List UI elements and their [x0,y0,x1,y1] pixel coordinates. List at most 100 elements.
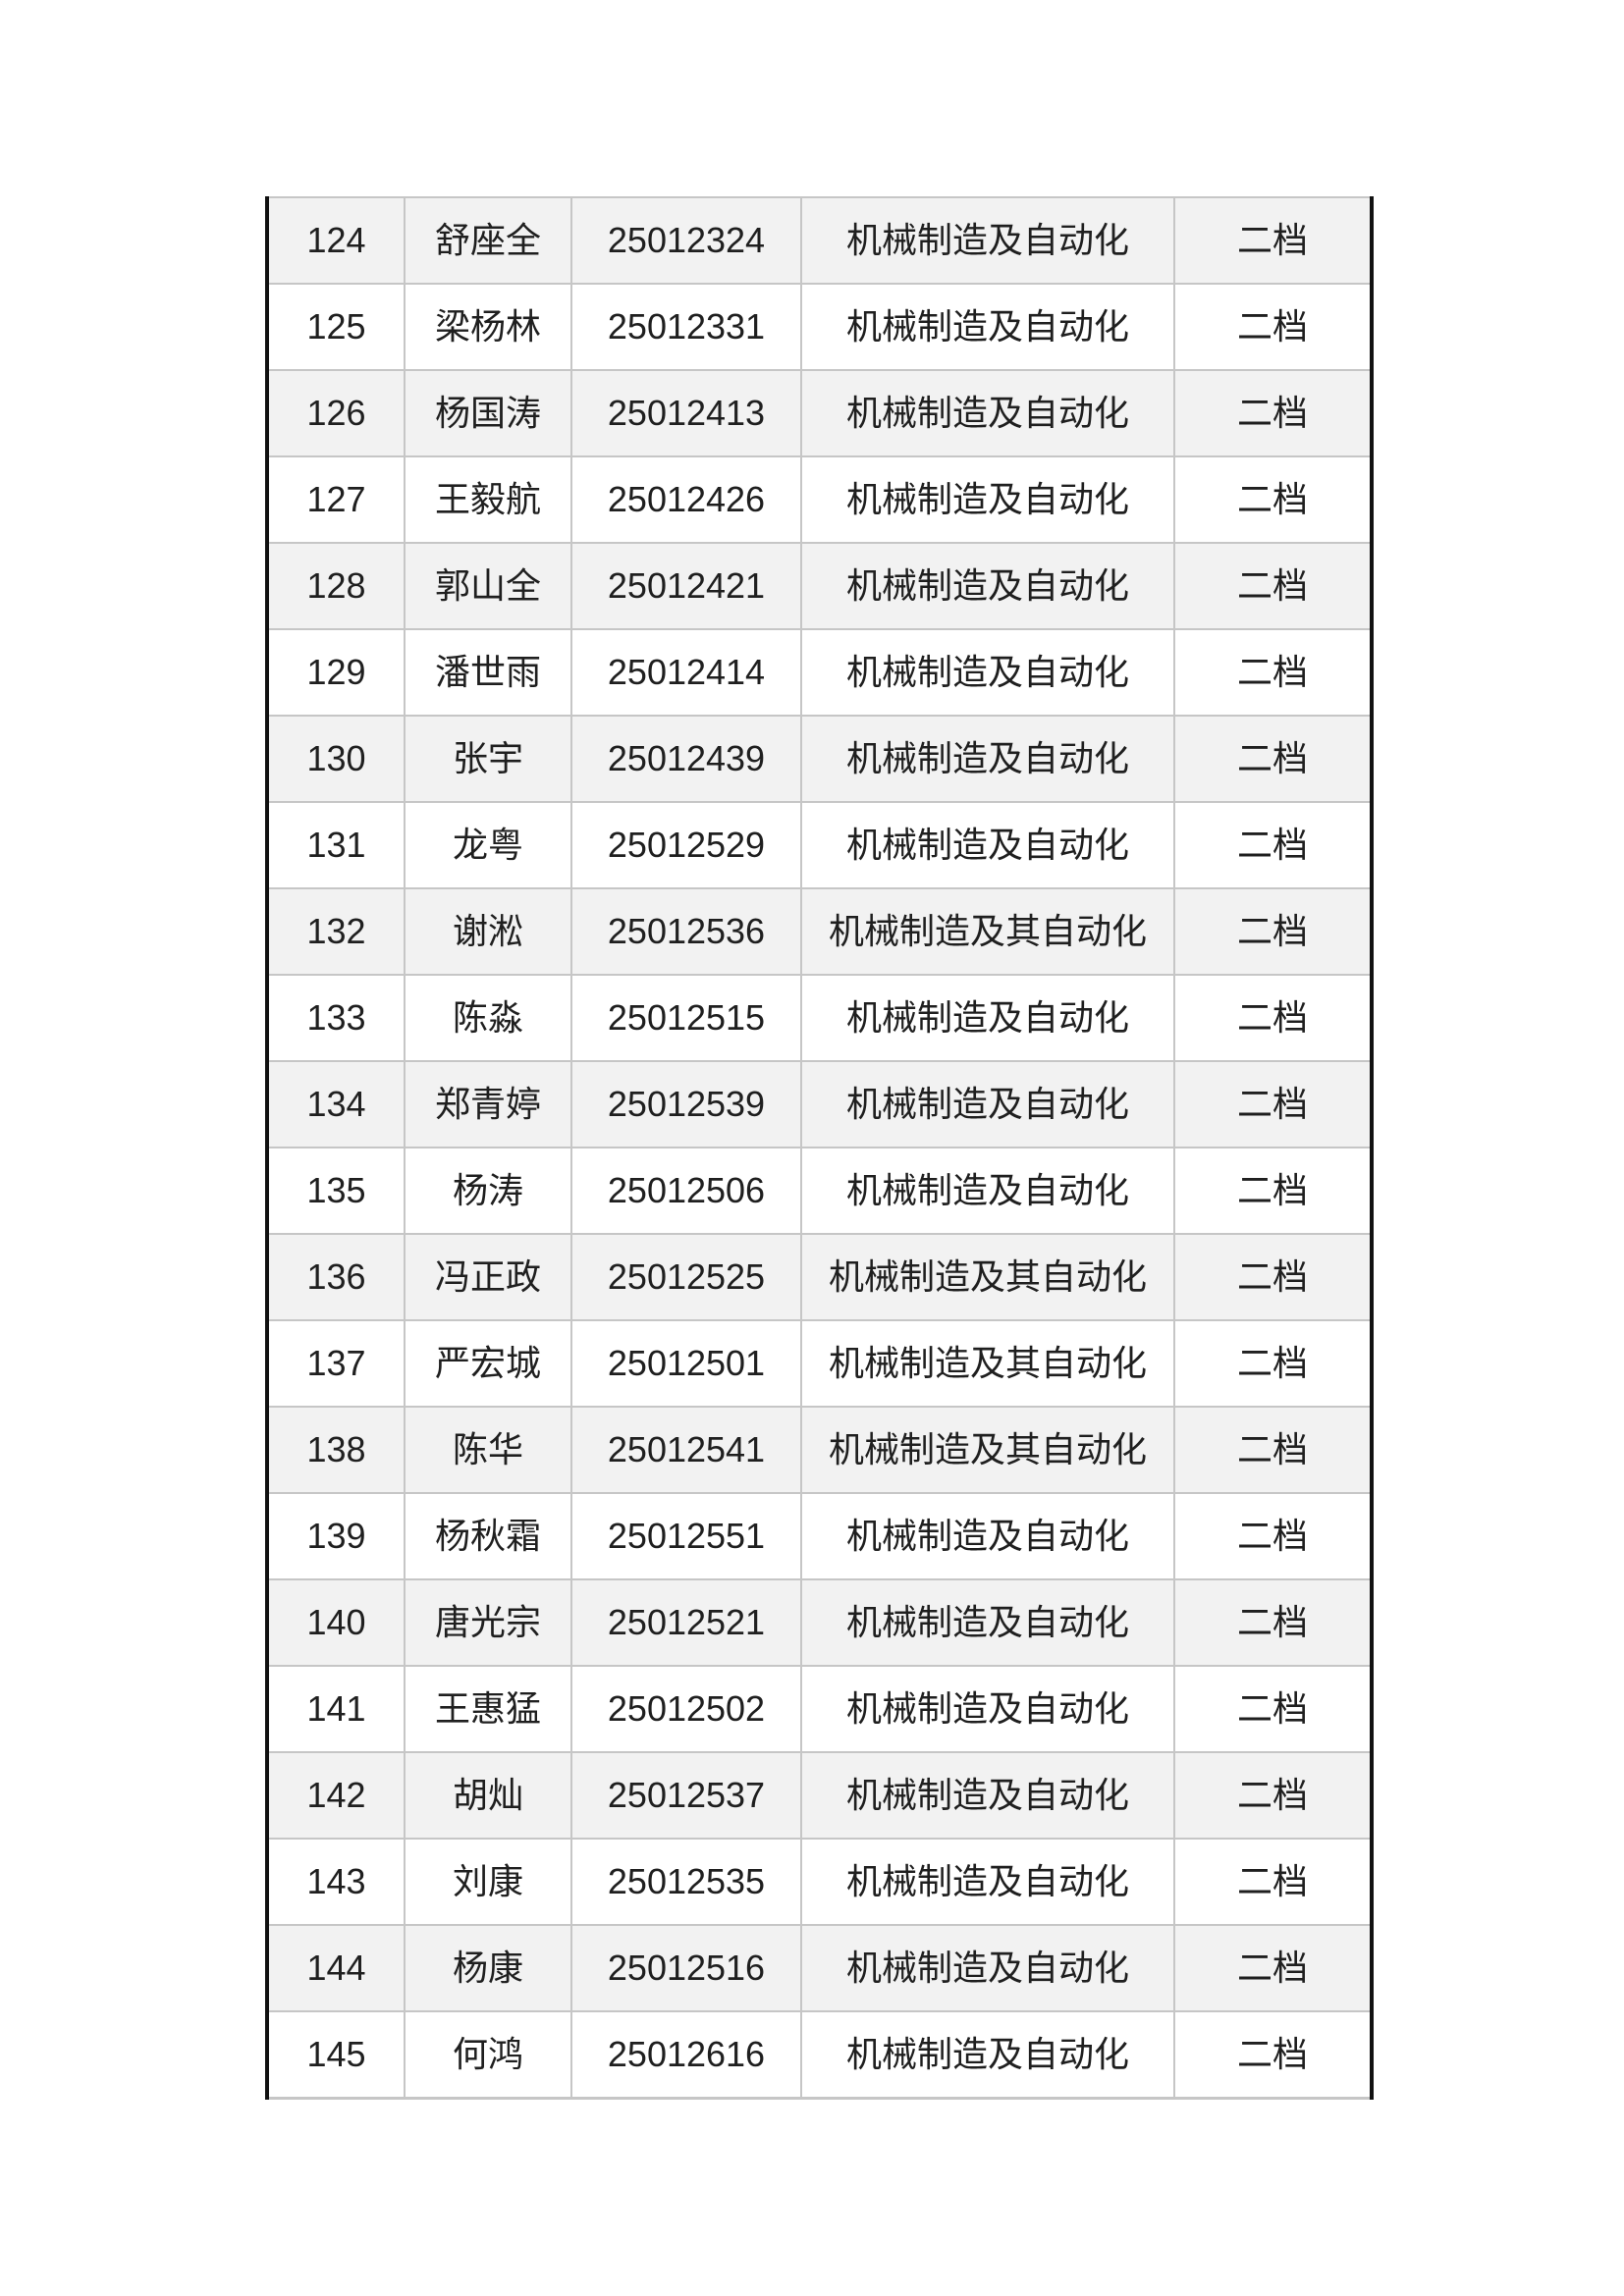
cell-index: 130 [266,715,406,803]
cell-tier: 二档 [1173,2010,1373,2099]
cell-index: 125 [266,283,406,371]
cell-index: 128 [266,542,406,630]
cell-tier: 二档 [1173,542,1373,630]
cell-major: 机械制造及自动化 [800,1060,1175,1148]
table-row: 144 杨康 25012516 机械制造及自动化 二档 [266,1924,1373,2012]
cell-tier: 二档 [1173,801,1373,889]
cell-student-id: 25012539 [570,1060,802,1148]
cell-major: 机械制造及自动化 [800,715,1175,803]
cell-name: 严宏城 [404,1319,572,1408]
cell-index: 140 [266,1578,406,1667]
table-row: 141 王惠猛 25012502 机械制造及自动化 二档 [266,1665,1373,1753]
cell-major: 机械制造及自动化 [800,1578,1175,1667]
cell-tier: 二档 [1173,369,1373,457]
cell-index: 143 [266,1838,406,1926]
cell-name: 杨秋霜 [404,1492,572,1580]
table-row: 140 唐光宗 25012521 机械制造及自动化 二档 [266,1578,1373,1667]
cell-tier: 二档 [1173,1924,1373,2012]
cell-student-id: 25012616 [570,2010,802,2099]
roster-table-body: 124 舒座全 25012324 机械制造及自动化 二档 125 梁杨林 25012331 机械… [266,196,1373,2099]
cell-tier: 二档 [1173,1751,1373,1840]
cell-index: 127 [266,455,406,544]
cell-name: 舒座全 [404,196,572,285]
cell-tier: 二档 [1173,1492,1373,1580]
cell-major: 机械制造及其自动化 [800,1406,1175,1494]
cell-index: 136 [266,1233,406,1321]
cell-major: 机械制造及自动化 [800,1492,1175,1580]
cell-name: 杨康 [404,1924,572,2012]
table-row: 143 刘康 25012535 机械制造及自动化 二档 [266,1838,1373,1926]
cell-name: 梁杨林 [404,283,572,371]
cell-tier: 二档 [1173,1665,1373,1753]
cell-major: 机械制造及其自动化 [800,1233,1175,1321]
cell-name: 谢淞 [404,887,572,976]
cell-student-id: 25012536 [570,887,802,976]
table-row: 126 杨国涛 25012413 机械制造及自动化 二档 [266,369,1373,457]
cell-student-id: 25012426 [570,455,802,544]
cell-student-id: 25012515 [570,974,802,1062]
cell-index: 137 [266,1319,406,1408]
cell-student-id: 25012521 [570,1578,802,1667]
cell-major: 机械制造及自动化 [800,1665,1175,1753]
cell-student-id: 25012414 [570,628,802,717]
cell-tier: 二档 [1173,455,1373,544]
cell-name: 胡灿 [404,1751,572,1840]
table-row: 136 冯正政 25012525 机械制造及其自动化 二档 [266,1233,1373,1321]
cell-index: 141 [266,1665,406,1753]
cell-index: 132 [266,887,406,976]
cell-index: 129 [266,628,406,717]
table-row: 125 梁杨林 25012331 机械制造及自动化 二档 [266,283,1373,371]
cell-major: 机械制造及自动化 [800,369,1175,457]
table-row: 124 舒座全 25012324 机械制造及自动化 二档 [266,196,1373,285]
cell-student-id: 25012535 [570,1838,802,1926]
table-row: 135 杨涛 25012506 机械制造及自动化 二档 [266,1147,1373,1235]
cell-major: 机械制造及自动化 [800,455,1175,544]
cell-student-id: 25012413 [570,369,802,457]
cell-name: 龙粤 [404,801,572,889]
cell-major: 机械制造及自动化 [800,1838,1175,1926]
cell-name: 郑青婷 [404,1060,572,1148]
cell-tier: 二档 [1173,887,1373,976]
cell-index: 133 [266,974,406,1062]
cell-major: 机械制造及自动化 [800,542,1175,630]
cell-index: 139 [266,1492,406,1580]
cell-tier: 二档 [1173,1147,1373,1235]
table-row: 131 龙粤 25012529 机械制造及自动化 二档 [266,801,1373,889]
cell-student-id: 25012537 [570,1751,802,1840]
cell-name: 张宇 [404,715,572,803]
table-row: 142 胡灿 25012537 机械制造及自动化 二档 [266,1751,1373,1840]
cell-student-id: 25012421 [570,542,802,630]
cell-name: 何鸿 [404,2010,572,2099]
cell-index: 142 [266,1751,406,1840]
cell-name: 王惠猛 [404,1665,572,1753]
cell-name: 王毅航 [404,455,572,544]
cell-major: 机械制造及其自动化 [800,1319,1175,1408]
cell-tier: 二档 [1173,196,1373,285]
cell-index: 144 [266,1924,406,2012]
cell-major: 机械制造及自动化 [800,1924,1175,2012]
cell-major: 机械制造及自动化 [800,1751,1175,1840]
table-row: 127 王毅航 25012426 机械制造及自动化 二档 [266,455,1373,544]
cell-tier: 二档 [1173,1319,1373,1408]
table-row: 130 张宇 25012439 机械制造及自动化 二档 [266,715,1373,803]
cell-student-id: 25012551 [570,1492,802,1580]
cell-tier: 二档 [1173,1838,1373,1926]
cell-student-id: 25012331 [570,283,802,371]
cell-major: 机械制造及自动化 [800,974,1175,1062]
cell-major: 机械制造及自动化 [800,1147,1175,1235]
cell-name: 陈淼 [404,974,572,1062]
cell-index: 124 [266,196,406,285]
cell-name: 杨国涛 [404,369,572,457]
table-row: 134 郑青婷 25012539 机械制造及自动化 二档 [266,1060,1373,1148]
cell-student-id: 25012506 [570,1147,802,1235]
cell-student-id: 25012525 [570,1233,802,1321]
cell-name: 郭山全 [404,542,572,630]
cell-tier: 二档 [1173,1233,1373,1321]
cell-name: 唐光宗 [404,1578,572,1667]
table-row: 145 何鸿 25012616 机械制造及自动化 二档 [266,2010,1373,2099]
cell-name: 冯正政 [404,1233,572,1321]
cell-tier: 二档 [1173,1060,1373,1148]
cell-major: 机械制造及自动化 [800,283,1175,371]
cell-index: 126 [266,369,406,457]
